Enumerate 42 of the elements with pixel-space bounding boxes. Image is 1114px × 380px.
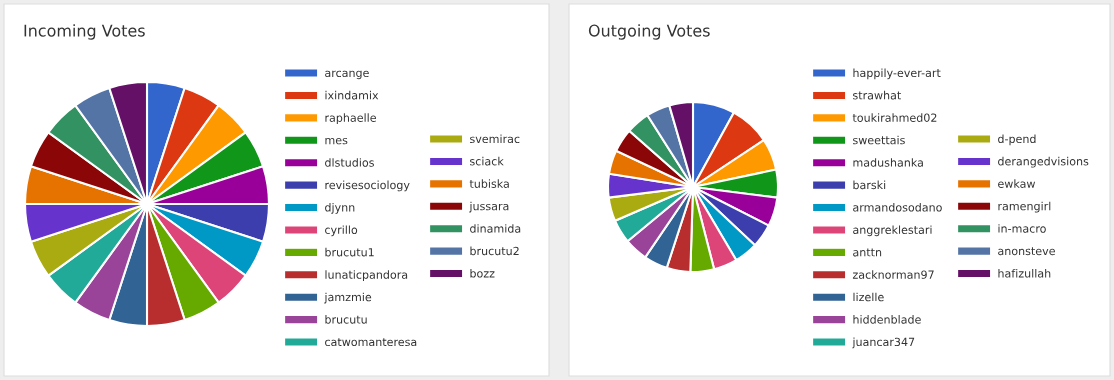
legend-label: cyrillo — [325, 225, 358, 237]
legend-label: dinamida — [470, 224, 521, 233]
legend-label: lunaticpandora — [325, 270, 408, 281]
legend-label: djynn — [325, 202, 355, 214]
legend-label: anttn — [853, 248, 882, 257]
legend-label: zacknorman97 — [852, 270, 934, 279]
legend-label: brucutu1 — [325, 247, 374, 257]
chart-title: Incoming Votes — [24, 24, 145, 40]
legend-label: arcange — [325, 70, 369, 80]
legend-label: juancar347 — [852, 337, 915, 349]
legend-label: raphaelle — [325, 113, 376, 125]
legend-label: jussara — [469, 201, 509, 213]
legend-label: svemirac — [470, 134, 520, 144]
legend-label: sweettais — [853, 135, 905, 145]
legend-label: ixindamix — [325, 90, 379, 100]
legend-label: madushanka — [853, 158, 923, 167]
legend-label: catwomanteresa — [325, 338, 417, 347]
legend-label: ewkaw — [998, 179, 1036, 188]
legend-label: dlstudios — [325, 158, 374, 167]
legend-label: mes — [325, 137, 348, 145]
legend-label: sciack — [470, 156, 504, 166]
legend-label: jamzmie — [324, 292, 372, 304]
legend-label: anggreklestari — [853, 225, 932, 237]
legend-label: in-macro — [998, 224, 1046, 233]
legend-label: anonsteve — [998, 247, 1055, 256]
legend-label: lizelle — [853, 292, 884, 302]
legend-label: tubiska — [469, 179, 509, 188]
legend-label: toukirahmed02 — [852, 113, 937, 122]
legend-label: barski — [853, 180, 886, 190]
legend-label: brucutu — [325, 315, 367, 324]
legend-label: ramengirl — [998, 201, 1051, 213]
chart-title: Outgoing Votes — [588, 24, 710, 40]
legend-label: hiddenblade — [853, 315, 921, 324]
legend-label: strawhat — [853, 90, 901, 100]
legend-label: hafizullah — [998, 268, 1051, 278]
legend-label: armandosodano — [853, 202, 942, 212]
legend-label: revisesociology — [325, 180, 410, 192]
legend-label: brucutu2 — [470, 246, 519, 256]
legend-label: d-pend — [998, 134, 1036, 146]
legend-label: happily-ever-art — [853, 68, 941, 80]
legend-label: bozz — [470, 268, 495, 278]
legend-label: derangedvisions — [998, 156, 1089, 168]
